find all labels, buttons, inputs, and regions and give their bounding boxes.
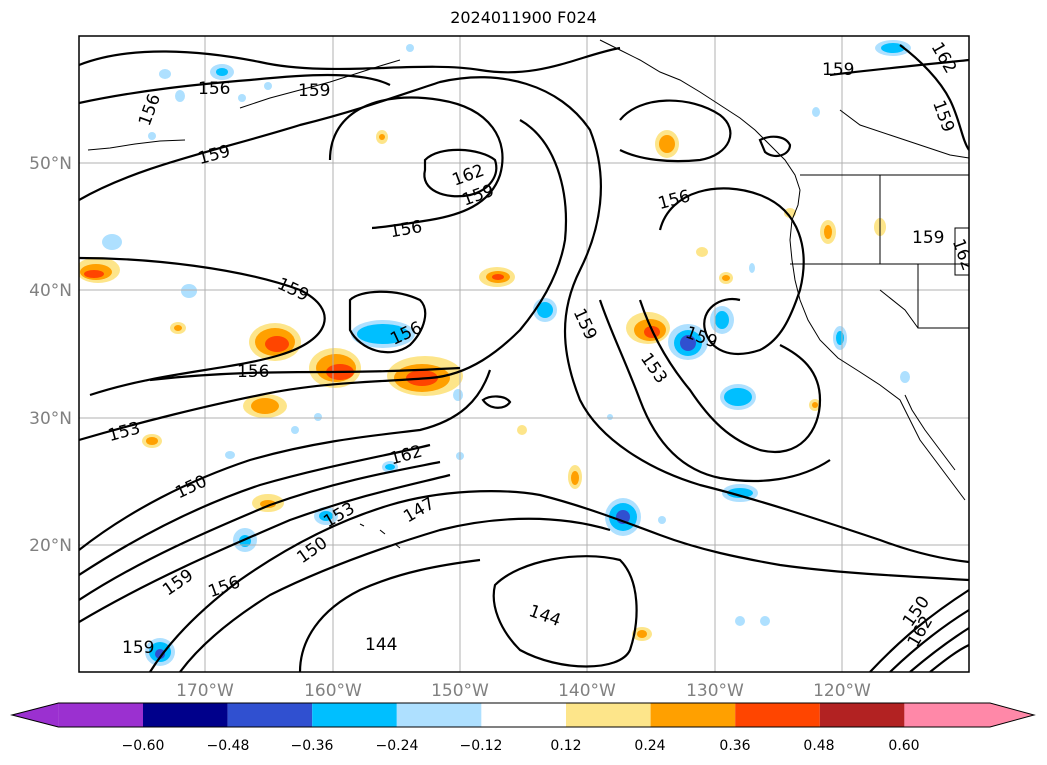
- colorbar-segment: [58, 703, 143, 727]
- colorbar-tick-label: 0.12: [550, 738, 581, 754]
- lat-tick-label: 30°N: [29, 409, 72, 429]
- colorbar-segment: [396, 703, 482, 727]
- lat-tick-label: 40°N: [29, 281, 72, 301]
- lon-tick-label: 140°W: [558, 681, 616, 701]
- colorbar-segment: [819, 703, 905, 727]
- contour-label: 156: [198, 79, 230, 99]
- lon-tick-label: 130°W: [686, 681, 744, 701]
- colorbar-outline: [10, 702, 1036, 728]
- lon-tick-label: 160°W: [304, 681, 362, 701]
- contour-label: 159: [822, 60, 854, 80]
- colorbar-segment: [566, 703, 651, 727]
- lon-tick-label: 120°W: [813, 681, 871, 701]
- colorbar-tick-label: −0.48: [207, 738, 250, 754]
- colorbar-tick-label: 0.36: [719, 738, 750, 754]
- contour-label: 159: [298, 81, 330, 101]
- colorbar-tick-label: 0.48: [803, 738, 834, 754]
- colorbar-segment: [481, 703, 566, 727]
- colorbar-tick-label: −0.60: [122, 738, 165, 754]
- contour-label: 156: [237, 362, 269, 382]
- colorbar-tick-label: 0.24: [634, 738, 665, 754]
- colorbar-segment: [650, 703, 736, 727]
- colorbar-ticks: −0.60 −0.48 −0.36 −0.24 −0.12 0.12 0.24 …: [122, 738, 920, 754]
- colorbar-extend-low: [12, 703, 59, 727]
- map-area: 156 156 159 159 162 159 156 156 159 156 …: [79, 36, 969, 672]
- colorbar-extend-high: [990, 703, 1034, 727]
- colorbar-segment: [904, 703, 990, 727]
- lat-tick-label: 50°N: [29, 154, 72, 174]
- map-frame: [78, 35, 970, 673]
- map-title: 2024011900 F024: [450, 8, 597, 27]
- colorbar-segment: [312, 703, 397, 727]
- contour-lines: [79, 44, 969, 672]
- latitude-axis: 20°N 30°N 40°N 50°N: [29, 154, 72, 556]
- colorbar-segment: [735, 703, 820, 727]
- colorbar-tick-label: 0.60: [888, 738, 919, 754]
- coastlines: [87, 39, 969, 549]
- contour-label: 159: [912, 228, 944, 248]
- lon-tick-label: 170°W: [176, 681, 234, 701]
- graticule: [79, 36, 969, 672]
- lon-tick-label: 150°W: [431, 681, 489, 701]
- colorbar-tick-label: −0.12: [460, 738, 503, 754]
- colorbar-tick-label: −0.24: [376, 738, 419, 754]
- contour-label: 159: [122, 638, 154, 658]
- colorbar-tick-label: −0.36: [291, 738, 334, 754]
- colorbar: [10, 702, 1036, 728]
- colorbar-segment: [227, 703, 313, 727]
- contour-label: 144: [365, 635, 397, 655]
- colorbar-segment: [143, 703, 228, 727]
- longitude-axis: 170°W 160°W 150°W 140°W 130°W 120°W: [176, 681, 871, 701]
- lat-tick-label: 20°N: [29, 536, 72, 556]
